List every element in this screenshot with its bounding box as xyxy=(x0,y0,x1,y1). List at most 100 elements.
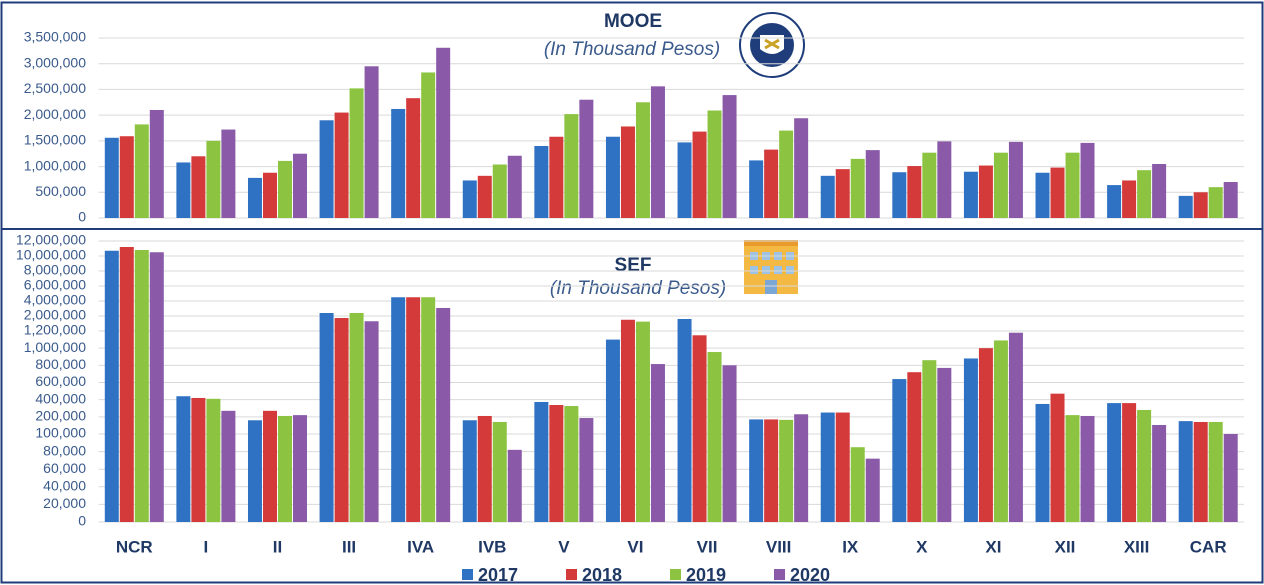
bar xyxy=(820,175,835,218)
x-tick-label: VIII xyxy=(766,537,792,556)
bar xyxy=(692,335,707,522)
bar xyxy=(620,319,635,522)
bar xyxy=(564,406,579,522)
bar xyxy=(262,172,277,218)
bar xyxy=(462,420,477,522)
bar xyxy=(206,140,221,218)
legend-swatch xyxy=(566,569,577,580)
bar xyxy=(794,118,809,218)
bar xyxy=(104,250,119,522)
x-tick-label: VI xyxy=(627,537,643,556)
y-tick-label: 3,500,000 xyxy=(24,29,86,45)
y-tick-label: 4,000,000 xyxy=(24,292,86,308)
bar xyxy=(507,155,522,218)
y-tick-label: 80,000 xyxy=(43,442,86,458)
x-tick-label: NCR xyxy=(116,537,153,556)
bar xyxy=(707,352,722,522)
bar xyxy=(292,415,307,522)
chart-title: MOOE xyxy=(604,11,662,32)
bar xyxy=(206,398,221,522)
y-tick-label: 10,000,000 xyxy=(16,247,86,263)
bar xyxy=(1152,424,1167,522)
legend-swatch xyxy=(670,569,681,580)
bar xyxy=(764,149,779,218)
bar xyxy=(677,142,692,218)
bar xyxy=(1122,180,1137,218)
bar xyxy=(391,297,406,522)
bar xyxy=(436,47,451,219)
bar xyxy=(922,360,937,522)
bar xyxy=(892,172,907,218)
bar xyxy=(119,136,134,218)
bar xyxy=(319,120,334,218)
bar xyxy=(820,412,835,522)
bar xyxy=(1008,332,1023,522)
bar xyxy=(364,66,379,219)
bar xyxy=(534,401,549,522)
bar xyxy=(421,297,436,522)
bar xyxy=(462,180,477,218)
y-tick-label: 2,000,000 xyxy=(24,106,86,122)
y-tick-label: 0 xyxy=(78,513,86,529)
bar xyxy=(406,297,421,522)
y-tick-label: 40,000 xyxy=(43,478,86,494)
bar xyxy=(635,102,650,218)
bar xyxy=(1193,421,1208,522)
bar xyxy=(1080,142,1095,218)
bar xyxy=(722,95,737,218)
bar xyxy=(1223,182,1238,218)
legend-label: 2019 xyxy=(686,565,726,585)
y-tick-label: 500,000 xyxy=(35,183,86,199)
bar xyxy=(191,397,206,522)
x-tick-label: VII xyxy=(697,537,718,556)
y-tick-label: 2,500,000 xyxy=(24,80,86,96)
bar xyxy=(865,458,880,522)
chart-subtitle: (In Thousand Pesos) xyxy=(544,39,720,60)
bar xyxy=(436,307,451,522)
bar xyxy=(349,88,364,219)
bar xyxy=(779,130,794,218)
y-tick-label: 3,000,000 xyxy=(24,54,86,70)
x-tick-label: IX xyxy=(842,537,859,556)
bar xyxy=(764,419,779,522)
bar xyxy=(850,158,865,218)
bar xyxy=(794,414,809,522)
y-tick-label: 1,500,000 xyxy=(24,132,86,148)
y-tick-label: 200,000 xyxy=(35,408,86,424)
legend-label: 2020 xyxy=(790,565,830,585)
bar xyxy=(937,367,952,522)
x-tick-label: XII xyxy=(1055,537,1076,556)
bar xyxy=(922,152,937,218)
bar xyxy=(963,358,978,522)
deped-logo xyxy=(739,12,805,78)
x-tick-label: IVB xyxy=(478,537,506,556)
bar xyxy=(993,152,1008,218)
bar xyxy=(564,114,579,218)
bar xyxy=(650,86,665,218)
bar xyxy=(191,156,206,218)
bar xyxy=(349,313,364,522)
bar xyxy=(835,169,850,218)
bar xyxy=(978,348,993,522)
bar xyxy=(749,160,764,218)
bar xyxy=(391,108,406,218)
bar xyxy=(549,136,564,218)
bar xyxy=(262,410,277,522)
bar xyxy=(247,420,262,522)
x-tick-label: IVA xyxy=(407,537,434,556)
bar xyxy=(1035,172,1050,218)
y-tick-label: 100,000 xyxy=(35,425,86,441)
y-tick-label: 12,000,000 xyxy=(16,232,86,248)
bar xyxy=(707,110,722,218)
bar xyxy=(1080,415,1095,522)
bar xyxy=(963,171,978,218)
y-tick-label: 1,000,000 xyxy=(24,157,86,173)
bar xyxy=(364,321,379,522)
bar xyxy=(1050,167,1065,218)
bar xyxy=(406,98,421,218)
bar xyxy=(907,372,922,522)
y-tick-label: 800,000 xyxy=(35,356,86,372)
y-tick-label: 1,200,000 xyxy=(24,322,86,338)
bar xyxy=(1208,421,1223,522)
